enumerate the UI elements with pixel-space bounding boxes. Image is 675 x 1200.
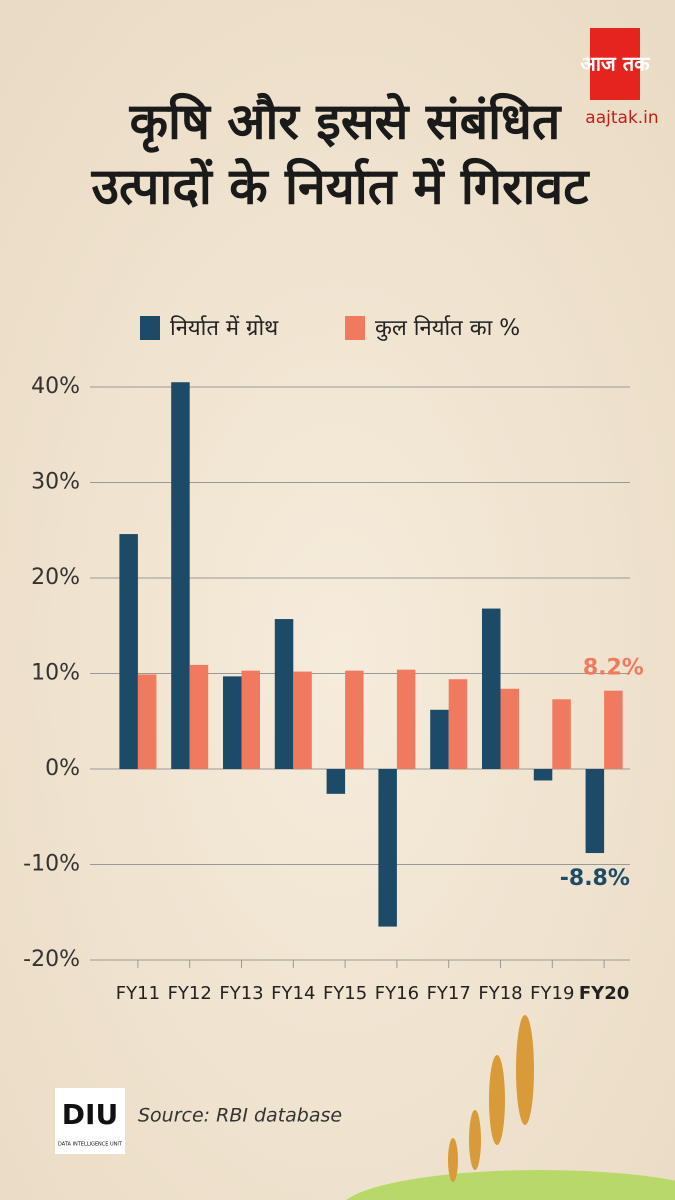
- bar: [500, 688, 519, 769]
- legend-swatch: [140, 316, 160, 340]
- chart-title: उत्पादों के निर्यात में गिरावट: [91, 158, 591, 216]
- unit-logo: DIU DATA INTELLIGENCE UNIT: [55, 1088, 125, 1154]
- bar: [223, 676, 242, 769]
- logo: आज तक aajtak.in: [580, 28, 659, 128]
- wheat: [448, 1015, 534, 1182]
- legend-label: कुल निर्यात का %: [375, 315, 520, 341]
- logo-site: aajtak.in: [585, 108, 658, 128]
- x-tick-label: FY19: [530, 983, 574, 1004]
- data-label: -8.8%: [560, 866, 630, 891]
- logo-text: आज तक: [580, 52, 651, 76]
- bar: [378, 769, 397, 927]
- y-tick-label: 10%: [31, 661, 80, 686]
- bar: [345, 670, 364, 769]
- bar: [293, 671, 312, 769]
- x-tick-label: FY12: [168, 983, 212, 1004]
- y-tick-label: -10%: [23, 852, 80, 877]
- x-tick-label: FY20: [579, 983, 629, 1004]
- bar: [119, 534, 138, 769]
- bar: [430, 709, 449, 769]
- y-tick-label: 20%: [31, 565, 80, 590]
- bar: [533, 769, 553, 781]
- bar: [274, 619, 294, 769]
- unit-name: DATA INTELLIGENCE UNIT: [58, 1142, 123, 1148]
- source: Source: RBI database: [138, 1105, 342, 1127]
- bar: [585, 769, 605, 854]
- bar: [189, 664, 209, 769]
- bar: [171, 382, 190, 769]
- unit-logo-text: DIU: [62, 1098, 118, 1131]
- bar: [482, 608, 501, 769]
- bar: [396, 669, 416, 769]
- hill: [346, 1170, 675, 1200]
- bar: [241, 670, 260, 769]
- legend-label: निर्यात में ग्रोथ: [170, 315, 279, 341]
- x-tick-label: FY16: [375, 983, 419, 1004]
- bar: [604, 690, 623, 769]
- x-tick-label: FY15: [323, 983, 367, 1004]
- chart-title: कृषि और इससे संबंधित: [129, 93, 562, 154]
- y-tick-label: -20%: [23, 947, 80, 972]
- y-tick-label: 40%: [31, 374, 80, 399]
- bar: [552, 699, 571, 769]
- bar: [137, 674, 157, 769]
- y-tick-label: 30%: [31, 470, 80, 495]
- x-tick-label: FY17: [427, 983, 471, 1004]
- x-tick-label: FY18: [478, 983, 522, 1004]
- x-tick-label: FY13: [219, 983, 263, 1004]
- bar: [326, 769, 346, 794]
- bar: [448, 679, 468, 769]
- x-tick-label: FY14: [271, 983, 315, 1004]
- data-label: 8.2%: [583, 656, 644, 681]
- y-tick-label: 0%: [45, 756, 80, 781]
- legend-swatch: [345, 316, 365, 340]
- x-tick-label: FY11: [116, 983, 160, 1004]
